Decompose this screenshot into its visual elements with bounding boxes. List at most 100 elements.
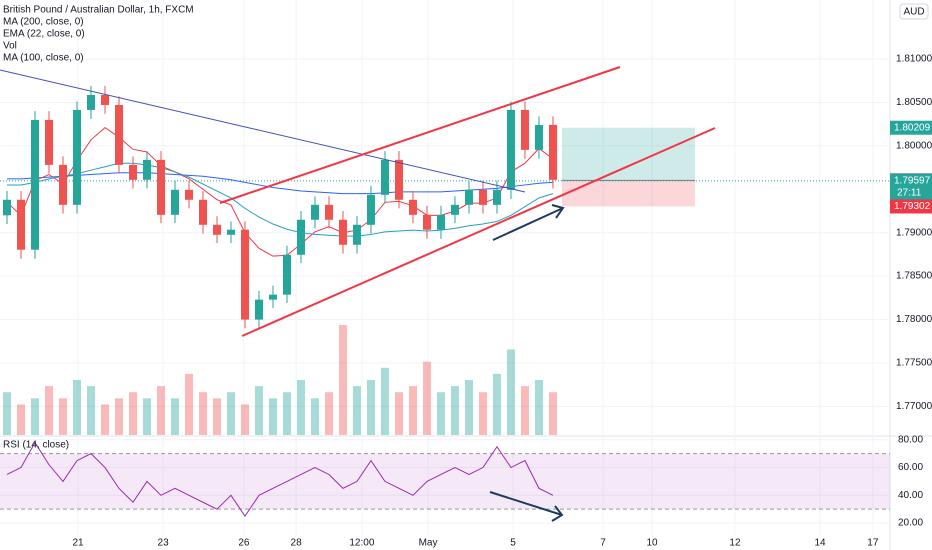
candle-body <box>324 204 333 220</box>
x-tick-label: May <box>419 538 438 549</box>
volume-bar <box>310 398 319 435</box>
x-tick-label: 12 <box>729 538 741 549</box>
volume-bar <box>16 404 25 435</box>
candle-body <box>506 109 515 190</box>
channel-lower <box>241 127 716 337</box>
candle-body <box>534 124 543 150</box>
volume-bar <box>44 386 53 435</box>
volume-bar <box>170 398 179 435</box>
candle-body <box>366 194 375 225</box>
volume-bar <box>506 349 515 435</box>
volume-bar <box>352 386 361 435</box>
volume-bar <box>226 392 235 435</box>
candle-body <box>170 189 179 215</box>
volume-bar <box>422 361 431 435</box>
volume-bar <box>436 392 445 435</box>
candle-body <box>338 219 347 245</box>
candle-body <box>212 224 221 235</box>
volume-bar <box>30 398 39 435</box>
candle-body <box>296 219 305 255</box>
rsi-band <box>0 453 890 510</box>
indicator-label: Vol <box>3 41 17 52</box>
candle-body <box>240 229 249 320</box>
y-tick-label: 1.79000 <box>896 227 932 238</box>
candle-body <box>548 124 557 180</box>
x-tick-label: 14 <box>814 538 826 549</box>
indicator-label: MA (100, close, 0) <box>3 53 84 64</box>
volume-bar <box>366 380 375 435</box>
y-tick-label: 40.00 <box>898 490 923 501</box>
y-tick-label: 80.00 <box>898 434 923 445</box>
arrow <box>489 491 564 522</box>
volume-bar <box>142 398 151 435</box>
x-tick-label: 21 <box>72 538 84 549</box>
candle-body <box>156 159 165 215</box>
channel-upper <box>219 66 621 204</box>
candle-body <box>478 189 487 205</box>
candle-body <box>520 109 529 150</box>
rsi-label: RSI (14, close) <box>3 440 69 451</box>
candle-body <box>58 164 67 205</box>
y-tick-label: 1.80000 <box>896 141 932 152</box>
y-tick-label: 1.78000 <box>896 314 932 325</box>
price-label-bg <box>890 173 932 200</box>
price-label: 1.79597 <box>894 175 931 186</box>
currency-box[interactable] <box>899 3 929 20</box>
volume-bar <box>114 398 123 435</box>
volume-bar <box>394 392 403 435</box>
rsi-line <box>6 441 554 518</box>
candle-body <box>254 299 263 320</box>
y-tick-label: 1.77000 <box>896 401 932 412</box>
volume-bar <box>156 386 165 435</box>
price-label-bg <box>890 120 932 135</box>
volume-bar <box>464 380 473 435</box>
candle-body <box>408 199 417 215</box>
arrows <box>489 204 565 522</box>
x-tick-label: 12:00 <box>349 538 374 549</box>
volume-bar <box>534 380 543 435</box>
candle-body <box>352 224 361 245</box>
volume-bar <box>520 386 529 435</box>
volume-bar <box>338 325 347 435</box>
candle-body <box>2 199 11 216</box>
volume-bar <box>492 373 501 435</box>
trend-line <box>0 69 526 193</box>
volume-bar <box>380 367 389 435</box>
y-tick-label: 1.81000 <box>896 54 932 65</box>
candle-body <box>492 189 501 205</box>
candle-body <box>282 254 291 295</box>
candle-body <box>310 204 319 220</box>
y-tick-label: 1.80500 <box>896 97 932 108</box>
candle-body <box>128 164 137 180</box>
ma-line <box>6 127 554 257</box>
volume-bar <box>324 392 333 435</box>
candle-body <box>44 119 53 165</box>
volume-bar <box>478 392 487 435</box>
candle-body <box>464 189 473 205</box>
candle-body <box>184 189 193 200</box>
volume-bar <box>268 398 277 435</box>
candle-body <box>142 159 151 180</box>
y-tick-label: 1.78500 <box>896 271 932 282</box>
ma-line <box>6 162 554 237</box>
y-tick-label: 1.77500 <box>896 358 932 369</box>
volume-bar <box>100 404 109 435</box>
candle-body <box>198 199 207 225</box>
x-tick-label: 7 <box>600 538 606 549</box>
x-tick-label: 5 <box>510 538 516 549</box>
candle-body <box>86 94 95 110</box>
candle-body <box>268 294 277 300</box>
volume-bar <box>254 386 263 435</box>
countdown: 27:11 <box>897 187 922 198</box>
x-tick-label: 26 <box>238 538 250 549</box>
legend: British Pound / Australian Dollar, 1h, F… <box>3 5 194 451</box>
indicator-label: EMA (22, close, 0) <box>3 29 85 40</box>
position-profit <box>562 127 695 181</box>
x-tick-label: 17 <box>867 538 879 549</box>
x-tick-label: 23 <box>158 538 170 549</box>
candle-body <box>100 94 109 105</box>
volume-bar <box>548 392 557 435</box>
volume-bar <box>212 398 221 435</box>
volume-bar <box>2 392 11 435</box>
